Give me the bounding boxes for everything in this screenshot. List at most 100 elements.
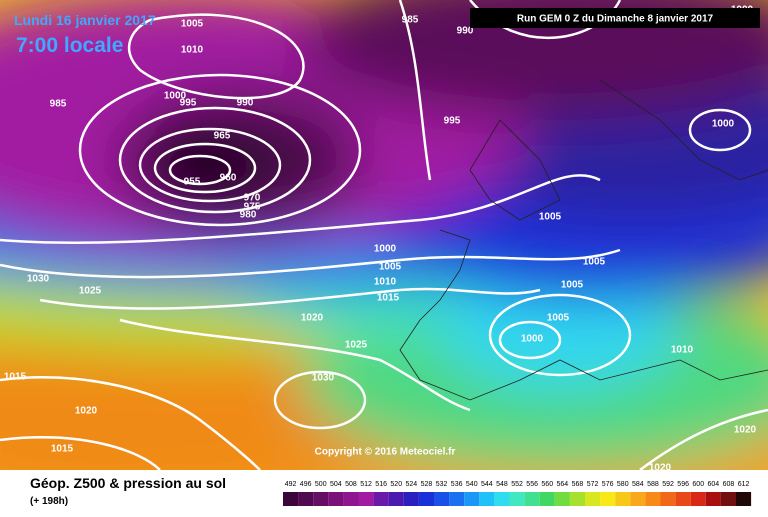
legend-level: 540 — [466, 481, 478, 488]
isobar-label: 1000 — [521, 334, 544, 345]
isobar-label: 1015 — [51, 444, 74, 455]
isobar-label: 1020 — [75, 406, 98, 417]
isobar-label: 1015 — [4, 372, 27, 383]
legend-level: 576 — [602, 481, 614, 488]
legend-swatch — [630, 492, 646, 506]
isobar-label: 1000 — [164, 91, 187, 102]
isobar-label: 1005 — [547, 313, 570, 324]
legend-swatch — [313, 492, 329, 506]
legend-level: 612 — [738, 481, 750, 488]
isobar-label: 960 — [220, 173, 237, 184]
legend-level: 596 — [677, 481, 689, 488]
legend-swatch — [403, 492, 419, 506]
legend-swatch — [705, 492, 721, 506]
legend-level: 496 — [300, 481, 312, 488]
isobar-label: 1025 — [345, 340, 368, 351]
legend-level: 564 — [557, 481, 569, 488]
legend-swatch — [675, 492, 691, 506]
isobar-label: 1005 — [561, 280, 584, 291]
isobar-label: 1000 — [712, 119, 735, 130]
legend-swatch — [600, 492, 616, 506]
legend-level: 512 — [360, 481, 372, 488]
legend-swatch — [539, 492, 555, 506]
legend-level: 604 — [708, 481, 720, 488]
isobar-label: 1020 — [649, 463, 672, 474]
isobar-label: 1005 — [181, 19, 204, 30]
legend-level: 552 — [511, 481, 523, 488]
legend-level: 588 — [647, 481, 659, 488]
isobar-label: 1015 — [377, 293, 400, 304]
isobar-lines — [0, 0, 768, 470]
legend-swatch — [585, 492, 601, 506]
isobar-label: 985 — [50, 99, 67, 110]
isobar-label: 1005 — [583, 257, 606, 268]
legend-level: 572 — [587, 481, 599, 488]
legend-swatch — [328, 492, 344, 506]
legend-swatch — [464, 492, 480, 506]
legend-level: 520 — [390, 481, 402, 488]
legend-level: 560 — [541, 481, 553, 488]
isobar-label: 995 — [444, 116, 461, 127]
legend-swatch — [660, 492, 676, 506]
legend-level: 608 — [723, 481, 735, 488]
legend-level: 568 — [572, 481, 584, 488]
legend-level: 508 — [345, 481, 357, 488]
color-legend: 492 496 500 504 508 512 516 520 524 528 532 536 540 5… — [283, 481, 752, 506]
legend-level: 536 — [451, 481, 463, 488]
isobar-label: 985 — [402, 15, 419, 26]
isobar-label: 1010 — [181, 45, 204, 56]
legend-level: 524 — [406, 481, 418, 488]
isobar-label: 1020 — [301, 313, 324, 324]
legend-swatch — [645, 492, 661, 506]
isobar-label: 970 — [244, 193, 261, 204]
isobar-label: 980 — [240, 210, 257, 221]
legend-level: 600 — [692, 481, 704, 488]
legend-level: 532 — [436, 481, 448, 488]
legend-swatch — [283, 492, 299, 506]
legend-swatch — [554, 492, 570, 506]
legend-swatch — [720, 492, 736, 506]
legend-swatch — [388, 492, 404, 506]
forecast-time: 7:00 locale — [16, 34, 123, 57]
legend-level: 492 — [285, 481, 297, 488]
legend-swatch — [298, 492, 314, 506]
legend-swatch — [736, 492, 752, 506]
run-info: Run GEM 0 Z du Dimanche 8 janvier 2017 — [517, 14, 714, 25]
legend-level: 516 — [375, 481, 387, 488]
forecast-lead: (+ 198h) — [30, 496, 68, 507]
legend-swatch — [343, 492, 359, 506]
isobar-label: 1010 — [374, 277, 397, 288]
legend-level: 500 — [315, 481, 327, 488]
legend-level: 580 — [617, 481, 629, 488]
isobar-label: 1000 — [374, 244, 397, 255]
legend-level: 556 — [526, 481, 538, 488]
isobar-label: 1030 — [27, 274, 50, 285]
isobar-label: 1005 — [539, 212, 562, 223]
isobar-label: 955 — [184, 177, 201, 188]
isobar-label: 1025 — [79, 286, 102, 297]
legend-swatch — [479, 492, 495, 506]
legend-level: 544 — [481, 481, 493, 488]
isobar-label: 1005 — [379, 262, 402, 273]
isobar-labels: 1000100510101000995990985985990995100096… — [4, 5, 757, 474]
isobar-label: 1010 — [671, 345, 694, 356]
legend-swatch — [358, 492, 374, 506]
legend-swatch — [509, 492, 525, 506]
legend-swatch — [449, 492, 465, 506]
footer-title: Géop. Z500 & pression au sol — [30, 475, 226, 491]
isobar-label: 995 — [180, 98, 197, 109]
run-banner — [470, 8, 760, 28]
legend-swatch — [690, 492, 706, 506]
legend-swatch — [615, 492, 631, 506]
legend-level: 528 — [421, 481, 433, 488]
legend-swatch — [569, 492, 585, 506]
isobar-label: 965 — [214, 131, 231, 142]
legend-level: 504 — [330, 481, 342, 488]
legend-swatch — [373, 492, 389, 506]
forecast-date: Lundi 16 janvier 2017 — [14, 12, 156, 28]
legend-swatch — [524, 492, 540, 506]
copyright: Copyright © 2016 Meteociel.fr — [315, 447, 456, 458]
legend-level: 592 — [662, 481, 674, 488]
